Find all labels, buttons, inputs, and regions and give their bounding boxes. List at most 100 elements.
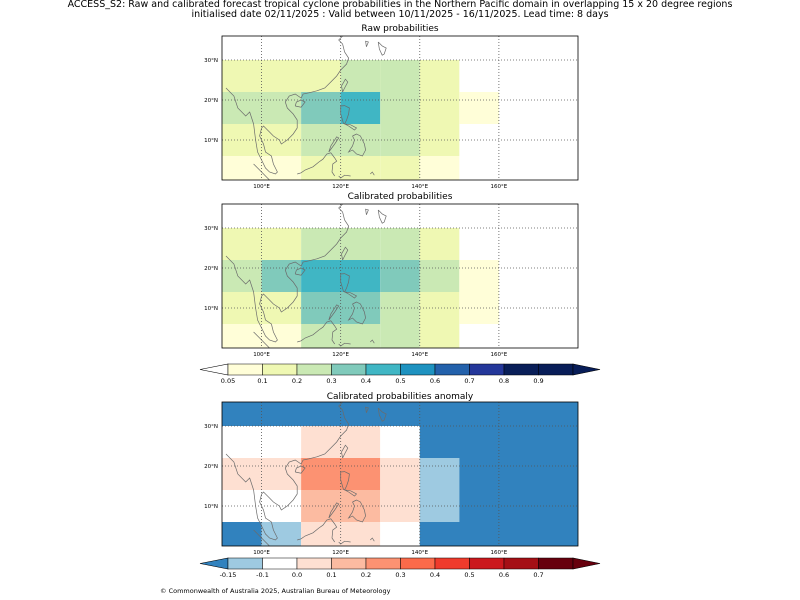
latitude-tick-label: 30°N — [204, 226, 218, 232]
anomaly-colorbar-extend-right — [572, 557, 601, 570]
panel-title-anomaly: Calibrated probabilities anomaly — [326, 392, 474, 402]
coastline — [340, 471, 358, 497]
probability-cell — [380, 92, 420, 124]
probability-cell — [380, 156, 420, 180]
coastline — [253, 331, 270, 349]
probability-colorbar-segment — [469, 363, 505, 376]
probability-cell — [380, 458, 420, 490]
coastline — [294, 267, 306, 276]
probability-colorbar-extend-right — [572, 363, 601, 376]
coastline — [365, 208, 369, 215]
probability-colorbar-tick-label: 0.9 — [533, 377, 543, 385]
coastline — [347, 133, 366, 157]
coastline — [340, 273, 358, 299]
longitude-tick-label: 160°E — [491, 352, 508, 358]
longitude-tick-label: 120°E — [332, 550, 349, 556]
longitude-tick-label: 140°E — [411, 550, 428, 556]
probability-cell — [380, 324, 420, 348]
probability-cell — [261, 522, 302, 546]
probability-colorbar-tick-label: 0.1 — [257, 377, 267, 385]
probability-colorbar-segment — [400, 363, 436, 376]
coastline — [297, 518, 338, 543]
latitude-tick-label: 20°N — [204, 266, 218, 272]
copyright-footer: © Commonwealth of Australia 2025, Austra… — [160, 587, 391, 595]
coastline — [370, 171, 375, 176]
latitude-tick-label: 20°N — [204, 98, 218, 104]
coastline — [341, 246, 349, 261]
probability-cell — [459, 92, 499, 124]
longitude-tick-label: 160°E — [491, 184, 508, 190]
probability-cell — [222, 458, 262, 490]
anomaly-colorbar-segment — [469, 557, 505, 570]
probability-cell — [419, 324, 460, 348]
latitude-tick-label: 20°N — [204, 464, 218, 470]
anomaly-colorbar-segment — [400, 557, 436, 570]
anomaly-colorbar-segment — [365, 557, 401, 570]
coastline — [377, 209, 387, 224]
figure-title-line1: ACCESS_S2: Raw and calibrated forecast t… — [67, 0, 733, 10]
latitude-tick-label: 10°N — [204, 504, 218, 510]
anomaly-colorbar-tick-label: 0.3 — [395, 571, 405, 579]
map-frame-raw — [221, 35, 579, 181]
probability-colorbar-segment — [365, 363, 401, 376]
coastline — [347, 499, 366, 523]
probability-cell — [419, 260, 460, 292]
probability-colorbar-segment — [227, 363, 263, 376]
anomaly-colorbar-tick-label: -0.1 — [256, 571, 269, 579]
map-frame-calibrated — [221, 203, 579, 349]
anomaly-colorbar-tick-label: 0.0 — [292, 571, 302, 579]
latitude-tick-label: 30°N — [204, 424, 218, 430]
probability-cell — [459, 260, 499, 292]
probability-cell — [380, 260, 420, 292]
map-frame-anomaly — [221, 401, 579, 547]
probability-colorbar-segment — [262, 363, 298, 376]
anomaly-colorbar-segment — [262, 557, 298, 570]
coastline — [341, 444, 349, 459]
probability-cell — [380, 522, 420, 546]
longitude-tick-label: 100°E — [253, 550, 270, 556]
probability-cell — [419, 60, 460, 92]
latitude-tick-label: 30°N — [204, 58, 218, 64]
probability-colorbar-segment — [331, 363, 367, 376]
probability-colorbar-extend-left — [199, 363, 229, 376]
coastline — [225, 203, 349, 343]
probability-colorbar-tick-label: 0.4 — [361, 377, 371, 385]
longitude-tick-label: 120°E — [332, 184, 349, 190]
anomaly-colorbar-tick-label: 0.6 — [499, 571, 509, 579]
coastline — [294, 99, 306, 108]
probability-colorbar-tick-label: 0.2 — [292, 377, 302, 385]
probability-colorbar-tick-label: 0.05 — [221, 377, 235, 385]
coastline — [341, 78, 349, 93]
anomaly-colorbar-tick-label: 0.5 — [464, 571, 474, 579]
probability-cell — [222, 402, 578, 426]
coastline — [370, 339, 375, 344]
probability-cell — [222, 522, 262, 546]
probability-colorbar-segment — [434, 363, 470, 376]
probability-colorbar-segment — [296, 363, 332, 376]
coastline — [340, 105, 358, 131]
coastline — [347, 301, 366, 325]
longitude-tick-label: 100°E — [253, 184, 270, 190]
coastline — [377, 407, 387, 422]
coastline — [253, 529, 270, 547]
longitude-tick-label: 160°E — [491, 550, 508, 556]
coastline — [338, 342, 351, 347]
anomaly-colorbar-tick-label: 0.1 — [326, 571, 336, 579]
figure-title-line2: initialised date 02/11/2025 : Valid betw… — [191, 9, 609, 20]
anomaly-colorbar-tick-label: 0.7 — [533, 571, 543, 579]
coastline — [253, 163, 270, 181]
longitude-tick-label: 140°E — [411, 184, 428, 190]
probability-colorbar-tick-label: 0.5 — [395, 377, 405, 385]
coastline — [297, 152, 338, 177]
anomaly-colorbar-segment — [503, 557, 539, 570]
probability-cell — [419, 458, 460, 490]
anomaly-colorbar-segment — [296, 557, 332, 570]
anomaly-colorbar-tick-label: 0.4 — [430, 571, 440, 579]
coastline — [377, 41, 387, 56]
coastline — [338, 174, 351, 179]
coastline — [225, 401, 349, 541]
coastline — [297, 320, 338, 345]
latitude-tick-label: 10°N — [204, 306, 218, 312]
probability-cell — [261, 260, 302, 292]
